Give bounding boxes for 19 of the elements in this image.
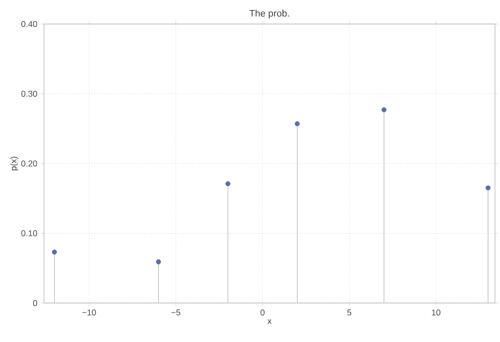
y-tick-label: 0.30 — [21, 90, 38, 97]
x-tick-label: 5 — [347, 310, 352, 316]
y-tick-label: 0 — [33, 300, 38, 306]
y-axis-title: p(x) — [10, 156, 18, 170]
point — [52, 250, 57, 255]
x-tick-label: −10 — [82, 310, 96, 316]
x-axis-title: x — [267, 319, 272, 324]
point — [294, 121, 300, 126]
x-tick-label: −5 — [171, 310, 180, 316]
point — [382, 107, 386, 112]
point — [225, 181, 230, 186]
point — [156, 259, 161, 264]
y-tick-label: 0.10 — [21, 230, 38, 236]
point — [486, 185, 491, 190]
chart-title: The prob. — [249, 10, 289, 19]
x-tick-label: 0 — [260, 310, 265, 316]
x-tick-label: 10 — [432, 310, 440, 316]
y-tick-label: 0.40 — [21, 21, 38, 27]
y-tick-label: 0.20 — [21, 160, 38, 166]
